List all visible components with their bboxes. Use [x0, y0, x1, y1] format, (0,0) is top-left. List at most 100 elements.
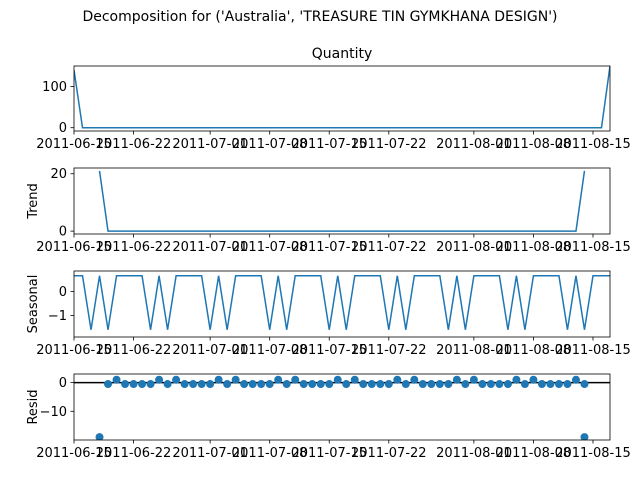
resid-point: [112, 375, 121, 384]
x-tick-label: 2011-08-01: [436, 343, 512, 358]
y-tick-label: 0: [59, 225, 67, 240]
resid-point: [121, 380, 130, 389]
resid-point: [571, 375, 580, 384]
resid-point: [325, 380, 334, 389]
x-tick-label: 2011-06-22: [96, 343, 172, 358]
resid-point: [512, 375, 521, 384]
y-tick-label: 0: [59, 285, 67, 300]
panel-data: [98, 170, 586, 232]
resid-point: [316, 380, 325, 389]
resid-point: [308, 380, 317, 389]
y-tick-label: −1: [48, 309, 67, 324]
resid-point: [376, 380, 385, 389]
x-tick-label: 2011-07-01: [172, 446, 248, 461]
resid-point: [274, 375, 283, 384]
resid-point: [367, 380, 376, 389]
resid-point: [265, 380, 274, 389]
series-line: [74, 275, 610, 330]
x-tick-label: 2011-07-01: [172, 137, 248, 152]
x-tick-label: 2011-07-08: [232, 446, 308, 461]
resid-point: [146, 380, 155, 389]
x-tick-label: 2011-07-15: [291, 137, 367, 152]
resid-point: [333, 375, 342, 384]
resid-point: [444, 380, 453, 389]
resid-point: [214, 375, 223, 384]
resid-point: [554, 380, 563, 389]
x-tick-label: 2011-06-22: [96, 446, 172, 461]
resid-point: [359, 380, 368, 389]
resid-point: [104, 380, 113, 389]
resid-point: [580, 433, 589, 440]
resid-point: [418, 380, 427, 389]
x-tick-label: 2011-08-08: [496, 137, 572, 152]
resid-point: [495, 380, 504, 389]
resid-point: [469, 375, 478, 384]
x-tick-label: 2011-06-15: [36, 446, 112, 461]
resid-point: [563, 380, 572, 389]
resid-point: [172, 375, 181, 384]
y-tick-label: 20: [50, 167, 67, 182]
x-tick-label: 2011-08-15: [555, 240, 631, 255]
resid-point: [342, 380, 351, 389]
panel-data: [74, 275, 610, 330]
x-tick-label: 2011-07-01: [172, 240, 248, 255]
panel-data: [74, 66, 610, 129]
x-tick-label: 2011-07-08: [232, 137, 308, 152]
resid-point: [520, 380, 529, 389]
x-tick-label: 2011-08-01: [436, 137, 512, 152]
y-tick-label: −10: [40, 405, 67, 420]
x-tick-label: 2011-07-22: [351, 137, 427, 152]
resid-point: [486, 380, 495, 389]
resid-point: [393, 375, 402, 384]
resid-point: [410, 375, 419, 384]
x-tick-label: 2011-08-08: [496, 343, 572, 358]
axes-frame: [73, 270, 611, 338]
resid-point: [427, 380, 436, 389]
panel-data: [74, 375, 610, 440]
resid-point: [401, 380, 410, 389]
resid-point: [257, 380, 266, 389]
resid-point: [529, 375, 538, 384]
y-tick-label: 0: [59, 121, 67, 136]
resid-point: [197, 380, 206, 389]
y-axis-label: Trend: [26, 183, 41, 220]
x-tick-label: 2011-06-15: [36, 343, 112, 358]
resid-point: [155, 375, 164, 384]
resid-point: [189, 380, 198, 389]
axes-frame: [73, 167, 611, 235]
x-tick-label: 2011-08-01: [436, 240, 512, 255]
x-tick-label: 2011-08-15: [555, 137, 631, 152]
x-tick-label: 2011-07-22: [351, 240, 427, 255]
resid-point: [282, 380, 291, 389]
resid-point: [580, 380, 589, 389]
figure-suptitle: Decomposition for ('Australia', 'TREASUR…: [82, 9, 557, 25]
y-axis-label: Resid: [26, 389, 41, 424]
x-tick-label: 2011-08-15: [555, 446, 631, 461]
axes-frame: [73, 373, 611, 441]
resid-point: [180, 380, 189, 389]
resid-point: [223, 380, 232, 389]
y-axis-label: Seasonal: [26, 275, 41, 334]
resid-point: [129, 380, 138, 389]
resid-point: [452, 375, 461, 384]
x-tick-label: 2011-07-15: [291, 343, 367, 358]
resid-point: [503, 380, 512, 389]
resid-point: [537, 380, 546, 389]
resid-point: [248, 380, 257, 389]
x-tick-label: 2011-08-08: [496, 446, 572, 461]
resid-point: [546, 380, 555, 389]
resid-point: [138, 380, 147, 389]
resid-point: [163, 380, 172, 389]
series-line: [98, 170, 586, 232]
y-tick-label: 0: [59, 376, 67, 391]
resid-point: [384, 380, 393, 389]
resid-point: [240, 380, 249, 389]
resid-point: [350, 375, 359, 384]
x-tick-label: 2011-08-08: [496, 240, 572, 255]
x-tick-label: 2011-07-15: [291, 240, 367, 255]
x-tick-label: 2011-07-08: [232, 240, 308, 255]
